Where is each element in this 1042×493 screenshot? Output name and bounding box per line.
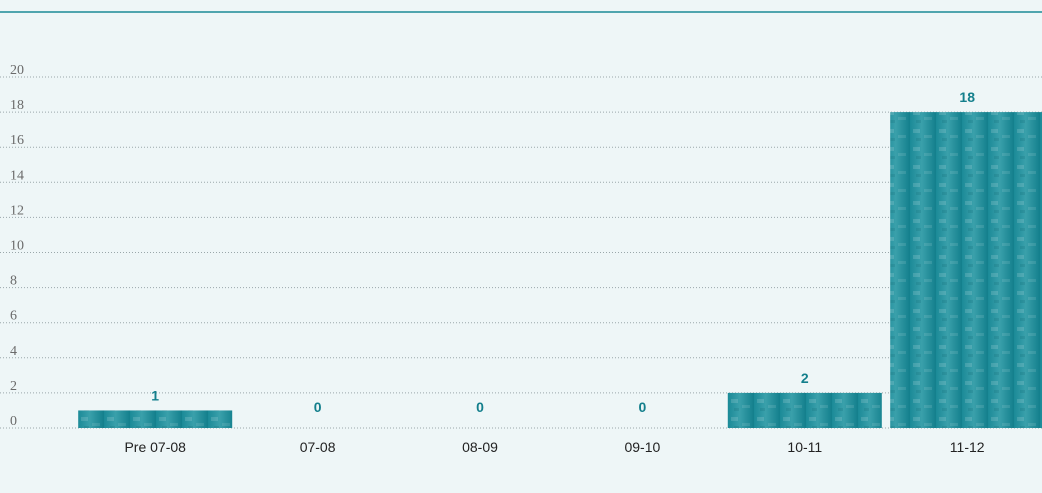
data-label: 0: [476, 399, 484, 415]
y-tick-label: 2: [10, 379, 17, 394]
y-tick-label: 12: [10, 203, 24, 218]
bar: [727, 392, 882, 428]
data-label: 2: [801, 370, 809, 386]
x-tick-label: 09-10: [624, 439, 660, 455]
y-tick-label: 16: [10, 133, 24, 148]
x-tick-label: Pre 07-08: [124, 439, 186, 455]
y-axis-ticks: 0 2 4 6 8 10 12 14 16 18 20: [10, 63, 24, 429]
data-label: 18: [959, 89, 975, 105]
y-tick-label: 18: [10, 98, 24, 113]
y-tick-label: 4: [10, 344, 17, 359]
y-tick-label: 10: [10, 239, 24, 254]
y-tick-label: 6: [10, 309, 17, 324]
x-tick-label: 08-09: [462, 439, 498, 455]
bar: [890, 112, 1042, 428]
data-label: 1: [151, 387, 159, 403]
y-tick-label: 14: [10, 168, 24, 183]
x-tick-label: 10-11: [787, 439, 822, 455]
bars: [78, 112, 1042, 428]
y-tick-label: 8: [10, 274, 17, 289]
gridlines: [0, 76, 1042, 429]
x-axis-ticks: Pre 07-08 07-08 08-09 09-10 10-11 11-12: [124, 439, 984, 455]
y-tick-label: 20: [10, 63, 24, 78]
y-tick-label: 0: [10, 414, 17, 429]
x-tick-label: 07-08: [300, 439, 336, 455]
data-label: 0: [639, 399, 647, 415]
data-label: 0: [314, 399, 322, 415]
data-labels: 1 0 0 0 2 18: [151, 89, 975, 415]
x-tick-label: 11-12: [950, 439, 985, 455]
bar: [78, 410, 233, 428]
